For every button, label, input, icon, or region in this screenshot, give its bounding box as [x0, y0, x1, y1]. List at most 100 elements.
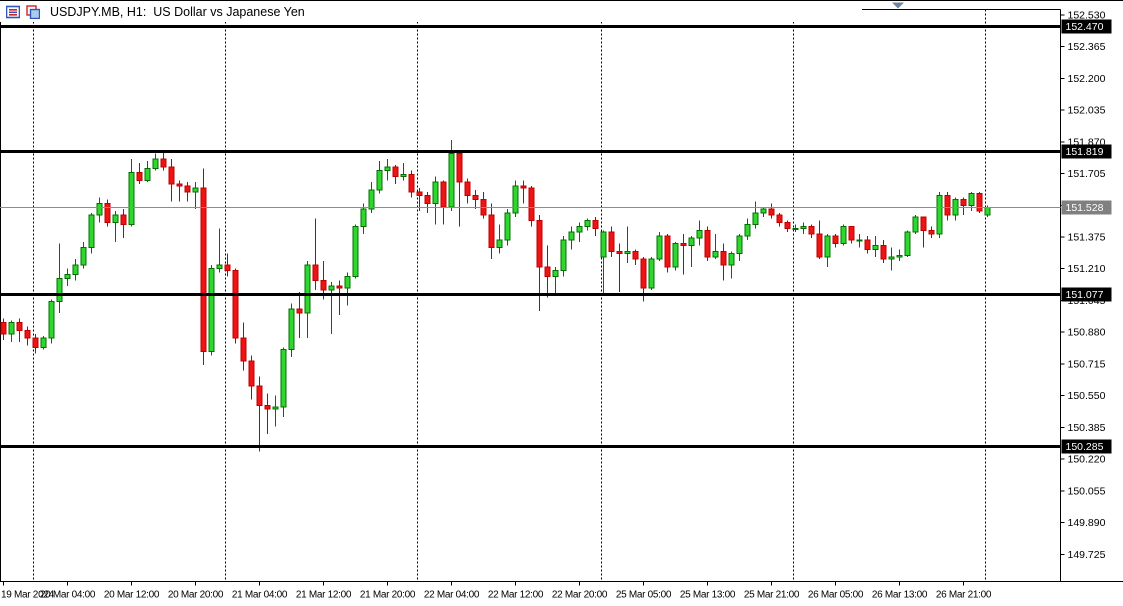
- candle: [528, 186, 535, 227]
- templates-icon: [26, 4, 40, 19]
- price-badges: 152.470 151.819 151.528 151.077 150.285: [1061, 19, 1112, 454]
- candle: [824, 234, 831, 267]
- time-tick-label: 21 Mar 04:00: [232, 590, 288, 601]
- candle: [712, 234, 719, 260]
- candle: [392, 164, 399, 185]
- time-tick-label: 19 Mar 2024: [1, 590, 55, 601]
- price-tick-label: 150.220: [1068, 454, 1106, 466]
- time-tick-label: 20 Mar 20:00: [168, 590, 224, 601]
- candle: [632, 249, 639, 265]
- candle: [832, 234, 839, 248]
- price-tick-label: 150.715: [1068, 358, 1106, 370]
- candle: [744, 218, 751, 240]
- candle: [128, 159, 135, 227]
- candle: [600, 230, 607, 294]
- candle: [8, 320, 15, 342]
- candle: [256, 376, 263, 452]
- candle: [304, 261, 311, 338]
- candle: [576, 222, 583, 242]
- candle: [960, 197, 967, 215]
- candlestick-series: [0, 139, 991, 452]
- svg-text:151.077: 151.077: [1066, 289, 1104, 301]
- candle: [232, 268, 239, 344]
- candle: [56, 243, 63, 313]
- candle: [344, 272, 351, 306]
- candle: [736, 234, 743, 262]
- candle: [976, 191, 983, 213]
- candle: [48, 299, 55, 344]
- chart-title: USDJPY.MB, H1: US Dollar vs Japanese Yen: [50, 4, 305, 19]
- svg-text:151.528: 151.528: [1066, 202, 1104, 214]
- candle: [864, 236, 871, 254]
- candle: [840, 224, 847, 246]
- candle: [808, 224, 815, 238]
- svg-text:152.470: 152.470: [1066, 21, 1104, 33]
- level-price-badge: 151.819: [1061, 144, 1112, 159]
- candle: [376, 161, 383, 194]
- time-tick-label: 25 Mar 05:00: [616, 590, 672, 601]
- candle: [496, 224, 503, 254]
- candle: [224, 253, 231, 277]
- candle: [888, 247, 895, 271]
- candle: [520, 180, 527, 204]
- candle: [696, 220, 703, 246]
- price-tick-label: 152.035: [1068, 105, 1106, 117]
- candle: [904, 230, 911, 258]
- price-tick-label: 151.210: [1068, 263, 1106, 275]
- time-tick-label: 26 Mar 13:00: [872, 590, 928, 601]
- candle: [432, 176, 439, 225]
- candle: [968, 191, 975, 212]
- candle: [136, 162, 143, 185]
- candle: [704, 226, 711, 262]
- level-price-badge: 151.077: [1061, 287, 1112, 302]
- candle: [424, 191, 431, 213]
- candle: [648, 257, 655, 290]
- time-tick-label: 22 Mar 12:00: [488, 590, 544, 601]
- candle: [312, 218, 319, 290]
- candle: [384, 159, 391, 181]
- candle: [568, 226, 575, 250]
- candle: [720, 243, 727, 281]
- indicator-list-icon: [6, 5, 20, 18]
- plot-frame: [0, 0, 1123, 582]
- time-tick-label: 26 Mar 21:00: [936, 590, 992, 601]
- svg-text:151.819: 151.819: [1066, 146, 1104, 158]
- candle: [912, 214, 919, 235]
- time-tick-label: 22 Mar 20:00: [552, 590, 608, 601]
- candle: [680, 234, 687, 275]
- candle: [296, 291, 303, 338]
- candle: [32, 334, 39, 354]
- candle: [752, 201, 759, 229]
- collapse-arrow-icon[interactable]: [891, 2, 905, 9]
- price-axis: 152.530152.365152.200152.035151.870151.7…: [1060, 9, 1106, 561]
- price-tick-label: 151.705: [1068, 168, 1106, 180]
- price-tick-label: 151.375: [1068, 232, 1106, 244]
- candle: [408, 170, 415, 198]
- candle: [688, 236, 695, 267]
- candle: [352, 224, 359, 279]
- bid-price-badge: 151.528: [1061, 200, 1112, 215]
- candle: [200, 168, 207, 365]
- candle: [240, 322, 247, 371]
- horizontal-level-lines: [0, 24, 1061, 449]
- candle: [280, 347, 287, 417]
- time-tick-label: 25 Mar 21:00: [744, 590, 800, 601]
- candle: [944, 191, 951, 221]
- candle: [872, 236, 879, 258]
- price-tick-label: 150.055: [1068, 485, 1106, 497]
- candle: [176, 180, 183, 202]
- price-tick-label: 152.530: [1068, 9, 1106, 21]
- candle: [40, 336, 47, 350]
- candle: [328, 282, 335, 335]
- candle: [656, 232, 663, 262]
- level-price-badge: 152.470: [1061, 19, 1112, 34]
- candle: [88, 212, 95, 254]
- time-tick-label: 26 Mar 05:00: [808, 590, 864, 601]
- candle: [112, 211, 119, 242]
- candle: [216, 228, 223, 273]
- chart-title-bar: USDJPY.MB, H1: US Dollar vs Japanese Yen: [0, 1, 862, 22]
- candle: [776, 212, 783, 227]
